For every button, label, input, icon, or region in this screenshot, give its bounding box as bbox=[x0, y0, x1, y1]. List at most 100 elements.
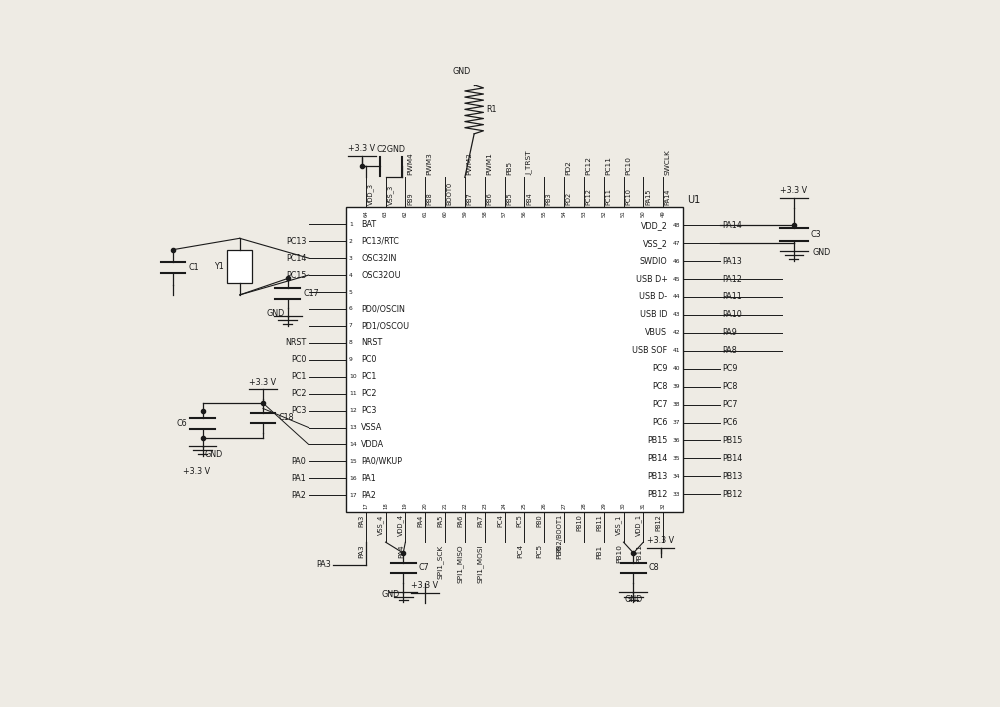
Text: PC13: PC13 bbox=[286, 237, 306, 246]
Text: PWM1: PWM1 bbox=[486, 152, 492, 175]
Text: PC6: PC6 bbox=[652, 418, 668, 427]
Text: BAT: BAT bbox=[361, 220, 376, 229]
Text: PC1: PC1 bbox=[361, 372, 377, 381]
Text: 51: 51 bbox=[621, 210, 626, 217]
Text: 52: 52 bbox=[601, 210, 606, 217]
Text: C18: C18 bbox=[278, 414, 294, 423]
Text: PB5: PB5 bbox=[506, 192, 512, 205]
Text: 54: 54 bbox=[562, 210, 567, 217]
Text: R1: R1 bbox=[487, 105, 497, 114]
Text: PB0: PB0 bbox=[537, 515, 543, 527]
Text: +3.3 V: +3.3 V bbox=[780, 187, 807, 195]
Text: USB ID: USB ID bbox=[640, 310, 668, 320]
Text: PC5: PC5 bbox=[517, 515, 523, 527]
Text: 8: 8 bbox=[349, 340, 353, 345]
Text: PA6: PA6 bbox=[457, 515, 463, 527]
Text: 19: 19 bbox=[403, 503, 408, 510]
Text: PC7: PC7 bbox=[652, 400, 668, 409]
Bar bbox=[227, 250, 252, 283]
Text: PA2: PA2 bbox=[291, 491, 306, 500]
Text: C1: C1 bbox=[189, 263, 199, 272]
Text: PB11: PB11 bbox=[596, 515, 602, 531]
Text: PC6: PC6 bbox=[723, 418, 738, 427]
Text: PB12: PB12 bbox=[647, 490, 668, 498]
Text: PD2: PD2 bbox=[566, 160, 572, 175]
Text: 23: 23 bbox=[482, 503, 487, 510]
Text: PA4: PA4 bbox=[398, 544, 404, 558]
Text: PC8: PC8 bbox=[652, 382, 668, 391]
Text: +3.3 V: +3.3 V bbox=[647, 536, 674, 545]
Text: GND: GND bbox=[382, 590, 400, 600]
Text: SWCLK: SWCLK bbox=[665, 149, 671, 175]
Text: PC7: PC7 bbox=[723, 400, 738, 409]
Text: PA4: PA4 bbox=[418, 515, 424, 527]
Text: BOOT0: BOOT0 bbox=[447, 182, 453, 205]
Text: 9: 9 bbox=[349, 357, 353, 362]
Text: 58: 58 bbox=[482, 210, 487, 217]
Text: 11: 11 bbox=[349, 391, 357, 396]
Text: PA7: PA7 bbox=[477, 515, 483, 527]
Text: 50: 50 bbox=[641, 210, 646, 217]
Text: OSC32IN: OSC32IN bbox=[361, 254, 397, 262]
Text: 36: 36 bbox=[672, 438, 680, 443]
Text: NRST: NRST bbox=[285, 339, 306, 347]
Text: 24: 24 bbox=[502, 503, 507, 510]
Text: PC1: PC1 bbox=[291, 372, 306, 381]
Text: PC11: PC11 bbox=[605, 156, 611, 175]
Text: PD1/OSCOU: PD1/OSCOU bbox=[361, 322, 410, 330]
Text: VDD_3: VDD_3 bbox=[367, 183, 374, 205]
Text: 7: 7 bbox=[349, 323, 353, 328]
Text: PC10: PC10 bbox=[625, 156, 631, 175]
Text: PWM2: PWM2 bbox=[466, 152, 472, 175]
Text: GND: GND bbox=[452, 66, 470, 76]
Text: 21: 21 bbox=[443, 503, 448, 510]
Text: PC13/RTC: PC13/RTC bbox=[361, 237, 399, 246]
Text: PC8: PC8 bbox=[723, 382, 738, 391]
Text: 61: 61 bbox=[423, 210, 428, 217]
Text: PB15: PB15 bbox=[647, 436, 668, 445]
Text: VSS_2: VSS_2 bbox=[643, 239, 668, 247]
Text: PB11: PB11 bbox=[636, 544, 642, 563]
Text: PA3: PA3 bbox=[316, 561, 331, 570]
Text: 47: 47 bbox=[672, 240, 680, 246]
Text: PC10: PC10 bbox=[625, 188, 631, 205]
Text: VDD_1: VDD_1 bbox=[635, 515, 642, 537]
Text: PA3: PA3 bbox=[358, 544, 364, 558]
Text: U1: U1 bbox=[687, 194, 700, 204]
Text: 53: 53 bbox=[581, 210, 586, 216]
Text: 5: 5 bbox=[349, 289, 353, 295]
Text: 14: 14 bbox=[349, 442, 357, 447]
Text: PC3: PC3 bbox=[361, 406, 377, 415]
Text: PA1: PA1 bbox=[292, 474, 306, 483]
Text: C6: C6 bbox=[176, 419, 187, 428]
Text: 25: 25 bbox=[522, 503, 527, 510]
Text: 16: 16 bbox=[349, 476, 357, 481]
Text: 29: 29 bbox=[601, 503, 606, 510]
Bar bbox=[346, 207, 683, 512]
Text: VSS_1: VSS_1 bbox=[615, 515, 622, 534]
Text: PA5: PA5 bbox=[437, 515, 443, 527]
Text: 10: 10 bbox=[349, 374, 357, 379]
Text: 13: 13 bbox=[349, 425, 357, 430]
Text: PB8: PB8 bbox=[427, 192, 433, 205]
Text: 40: 40 bbox=[672, 366, 680, 371]
Text: 62: 62 bbox=[403, 210, 408, 217]
Text: PC12: PC12 bbox=[585, 156, 591, 175]
Text: PB12: PB12 bbox=[723, 490, 743, 498]
Text: 31: 31 bbox=[641, 503, 646, 510]
Text: 60: 60 bbox=[443, 210, 448, 217]
Text: PD2: PD2 bbox=[566, 192, 572, 205]
Text: PB0: PB0 bbox=[556, 544, 562, 559]
Text: PA14: PA14 bbox=[723, 221, 742, 230]
Text: 15: 15 bbox=[349, 459, 357, 464]
Text: PC11: PC11 bbox=[605, 188, 611, 205]
Text: C3: C3 bbox=[811, 230, 822, 239]
Text: 39: 39 bbox=[672, 384, 680, 389]
Text: PA2: PA2 bbox=[361, 491, 376, 500]
Text: PA3: PA3 bbox=[358, 515, 364, 527]
Text: 2: 2 bbox=[349, 239, 353, 244]
Text: 46: 46 bbox=[672, 259, 680, 264]
Text: USB SOF: USB SOF bbox=[632, 346, 668, 356]
Text: +3.3 V: +3.3 V bbox=[249, 378, 277, 387]
Text: 64: 64 bbox=[363, 210, 368, 217]
